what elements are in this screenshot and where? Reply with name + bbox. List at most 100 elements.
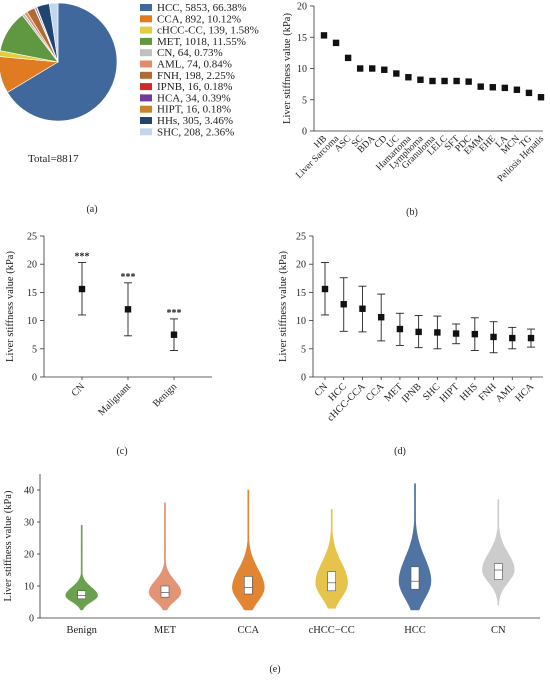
- legend-label-hhs: HHs, 305, 3.46%: [157, 115, 233, 127]
- mean-point-cn: [321, 285, 329, 293]
- data-point-hb: [320, 32, 328, 39]
- box-benign: [77, 590, 86, 600]
- pie-slice-cca: [0, 56, 59, 93]
- y-tick-label: 0: [301, 373, 306, 384]
- mean-point-chcc-cca: [359, 305, 366, 312]
- x-tick-label: CN: [491, 625, 506, 636]
- panel-e-violin-chart: 0 10 20 30 40 Liver stiffness value (kPa) Beni…: [3, 474, 540, 636]
- legend-swatch-hcc: [140, 4, 152, 11]
- panel-a-caption: (a): [86, 204, 97, 215]
- mean-point-cn: [78, 285, 86, 293]
- mean-point-malignant: [124, 306, 132, 313]
- data-point-lymphoma: [417, 76, 424, 83]
- data-point-la: [501, 84, 509, 92]
- y-tick-label: 15: [296, 288, 306, 299]
- data-point-sc: [356, 65, 364, 72]
- panel-c-caption: (c): [116, 446, 127, 457]
- y-axis-title: Liver stiffness value (kPa): [278, 251, 289, 362]
- y-tick-label: 5: [32, 344, 37, 355]
- data-point-granuloma: [429, 77, 436, 85]
- data-point-pdc: [465, 78, 472, 85]
- y-tick-label: 20: [296, 260, 306, 271]
- legend-swatch-chcc-cc: [140, 26, 152, 34]
- significance-marker: ***: [75, 252, 90, 263]
- legend-label-ipnb: IPNB, 16, 0.18%: [157, 81, 232, 93]
- mean-point-benign: [170, 331, 178, 338]
- data-point-sft: [453, 77, 460, 85]
- pie-slice-shc: [48, 2, 59, 63]
- pie-slices: [0, 2, 118, 122]
- y-tick-label: 0: [302, 127, 307, 138]
- legend-swatch-hca: [140, 94, 152, 102]
- data-point-mcn: [513, 86, 521, 93]
- x-tick-label: HCC: [404, 625, 426, 636]
- y-tick-label: 20: [24, 550, 34, 561]
- y-tick-label: 20: [27, 260, 37, 271]
- y-tick-label: 25: [296, 232, 306, 243]
- mean-point-hipt: [452, 330, 460, 337]
- mean-point-shc: [434, 329, 441, 336]
- data-point-emm: [477, 83, 484, 90]
- panel-e-caption: (e): [269, 664, 280, 675]
- data-point-hamartoma: [405, 74, 412, 81]
- x-tick-label: HHS: [458, 381, 480, 403]
- legend-label-cn: CN, 64, 0.73%: [157, 47, 223, 59]
- mean-point-aml: [509, 334, 516, 342]
- panel-d-caption: (d): [394, 446, 406, 457]
- mean-point-met: [396, 325, 404, 333]
- y-tick-label: 25: [27, 232, 37, 243]
- x-tick-label: IPNB: [400, 381, 424, 405]
- mean-point-ipnb: [415, 328, 422, 336]
- x-tick-label: AML: [494, 381, 518, 405]
- mean-point-fnh: [490, 333, 497, 341]
- significance-marker: ***: [167, 308, 182, 319]
- x-tick-label: MET: [382, 381, 405, 404]
- y-tick-label: 10: [27, 316, 37, 327]
- legend-swatch-met: [140, 37, 152, 45]
- x-tick-label: Malignant: [96, 381, 133, 418]
- y-axis-title: Liver stiffness value (kPa): [5, 251, 16, 362]
- x-tick-label: cHCC−CC: [309, 625, 355, 636]
- legend-label-cca: CCA, 892, 10.12%: [157, 13, 241, 25]
- data-point-liver-sarcoma: [332, 39, 340, 47]
- x-tick-label: CCA: [238, 625, 260, 636]
- data-point-tg: [525, 89, 533, 97]
- y-axis-title: Liver stiffness value (kPa): [282, 13, 293, 124]
- violin-met: [148, 502, 182, 611]
- legend-swatch-aml: [140, 60, 152, 68]
- y-tick-label: 0: [32, 373, 37, 384]
- legend-swatch-cca: [140, 15, 152, 23]
- legend-label-fnh: FNH, 198, 2.25%: [157, 70, 235, 82]
- violin-chcc−cc: [315, 508, 348, 609]
- box-cn: [494, 563, 503, 580]
- x-tick-label: HIPT: [438, 381, 462, 405]
- box-hcc: [410, 566, 420, 590]
- pie-slice-hcc: [7, 2, 118, 122]
- legend-label-aml: AML, 74, 0.84%: [157, 59, 232, 71]
- box-met: [160, 585, 170, 598]
- data-point-asc: [344, 54, 352, 62]
- violin-cn: [482, 499, 515, 606]
- legend-swatch-ipnb: [140, 83, 152, 91]
- y-tick-label: 5: [301, 344, 306, 355]
- violin-hcc: [398, 483, 432, 611]
- data-point-uc: [393, 70, 400, 77]
- y-tick-label: 15: [297, 33, 307, 44]
- x-tick-label: Benign: [151, 381, 179, 409]
- legend-label-hcc: HCC, 5853, 66.38%: [157, 2, 247, 14]
- x-tick-label: CN: [70, 381, 88, 399]
- legend-swatch-hhs: [140, 117, 152, 124]
- x-tick-label: Benign: [66, 625, 97, 636]
- y-tick-label: 10: [297, 64, 307, 75]
- data-point-bda: [369, 65, 376, 72]
- legend-swatch-hipt: [140, 105, 152, 113]
- y-tick-label: 10: [24, 582, 34, 593]
- x-tick-label: HCA: [513, 381, 536, 404]
- legend-label-hipt: HIPT, 16, 0.18%: [157, 104, 231, 116]
- y-tick-label: 5: [302, 95, 307, 106]
- mean-point-hhs: [471, 330, 479, 338]
- panel-a-pie-chart: HCC, 5853, 66.38%CCA, 892, 10.12%cHCC-CC…: [0, 2, 259, 215]
- y-tick-label: 15: [27, 288, 37, 299]
